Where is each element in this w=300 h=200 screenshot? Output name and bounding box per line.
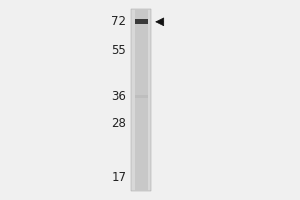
Text: 28: 28 (111, 117, 126, 130)
Text: 72: 72 (111, 15, 126, 28)
Bar (134, 19, 148, 24)
Text: 36: 36 (111, 90, 126, 103)
Text: 55: 55 (112, 44, 126, 57)
Bar (131, 9, 152, 191)
Bar (134, 95, 148, 98)
Text: 17: 17 (111, 171, 126, 184)
Bar (134, 9, 148, 191)
